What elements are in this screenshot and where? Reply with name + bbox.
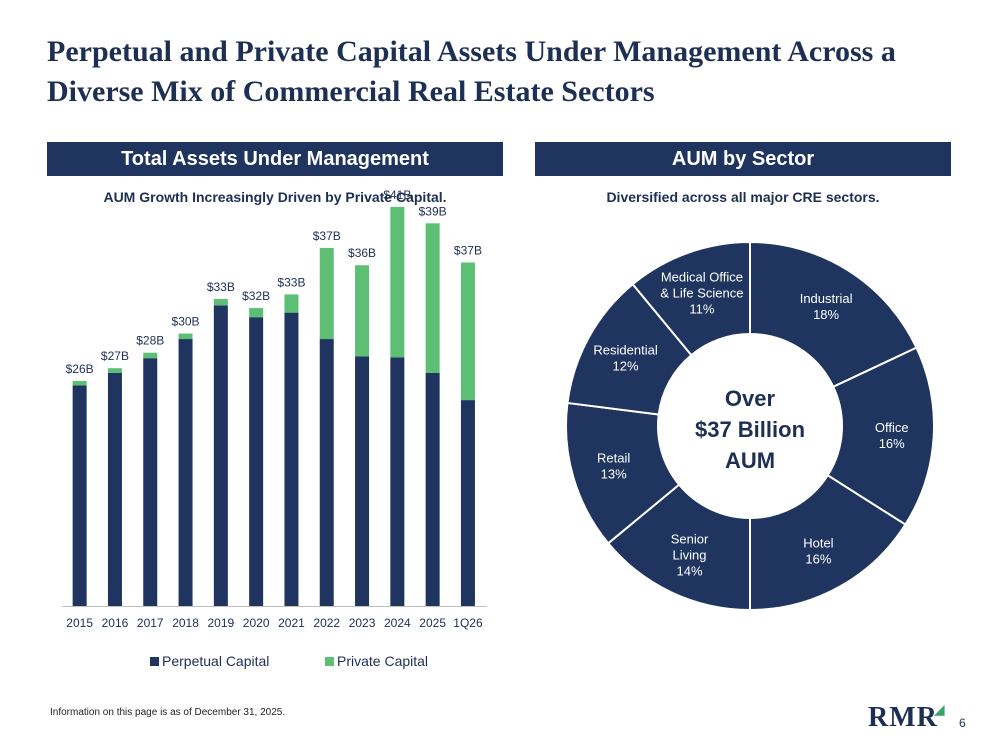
slice-label-3: Senior bbox=[671, 531, 709, 546]
logo-accent-icon: ◢ bbox=[933, 703, 946, 718]
slice-label-2: Hotel bbox=[803, 535, 833, 550]
page-title: Perpetual and Private Capital Assets Und… bbox=[47, 35, 896, 108]
donut-slice-0 bbox=[749, 240, 918, 389]
total-label-2018: $30B bbox=[172, 315, 200, 329]
total-label-2021: $33B bbox=[277, 275, 305, 289]
x-tick-2025: 2025 bbox=[419, 616, 446, 630]
slice-pct-6: 11% bbox=[689, 301, 714, 316]
slice-pct-4: 13% bbox=[601, 467, 627, 482]
x-tick-2019: 2019 bbox=[207, 616, 234, 630]
private-bar-2020 bbox=[249, 308, 264, 318]
x-tick-2023: 2023 bbox=[349, 616, 376, 630]
total-label-2024: $41B bbox=[383, 188, 411, 202]
aum-subtitle: AUM Growth Increasingly Driven by Privat… bbox=[103, 189, 447, 205]
x-tick-2016: 2016 bbox=[102, 616, 129, 630]
private-bar-1Q26 bbox=[460, 262, 475, 401]
x-tick-2018: 2018 bbox=[172, 616, 199, 630]
donut-center-text-0: Over bbox=[725, 386, 776, 411]
private-bar-2016 bbox=[107, 368, 122, 373]
slice-label-0: Industrial bbox=[800, 291, 853, 306]
slice-pct-2: 16% bbox=[805, 551, 831, 566]
total-label-2020: $32B bbox=[242, 289, 270, 303]
donut-center-text-1: $37 Billion bbox=[695, 417, 805, 442]
slice-label-6: Medical Office bbox=[661, 269, 743, 284]
page-number: 6 bbox=[959, 716, 966, 730]
perpetual-bar-2025 bbox=[425, 372, 440, 606]
total-label-2025: $39B bbox=[419, 204, 447, 218]
slice-label-4: Retail bbox=[597, 451, 630, 466]
donut-slice-1 bbox=[826, 346, 935, 526]
perpetual-bar-2015 bbox=[72, 385, 87, 606]
perpetual-bar-2016 bbox=[107, 372, 122, 606]
private-bar-2019 bbox=[213, 298, 228, 306]
total-label-1Q26: $37B bbox=[454, 244, 482, 258]
private-bar-2015 bbox=[72, 380, 87, 386]
perpetual-bar-2021 bbox=[284, 312, 299, 606]
footnote: Information on this page is as of Decemb… bbox=[50, 707, 286, 718]
total-label-2023: $36B bbox=[348, 246, 376, 260]
legend-swatch-1 bbox=[325, 657, 334, 666]
perpetual-bar-2017 bbox=[143, 358, 158, 606]
total-label-2016: $27B bbox=[101, 349, 129, 363]
legend-swatch-0 bbox=[150, 657, 159, 666]
total-label-2022: $37B bbox=[313, 229, 341, 243]
perpetual-bar-2023 bbox=[355, 356, 370, 606]
private-bar-2023 bbox=[355, 265, 370, 357]
total-label-2017: $28B bbox=[136, 334, 164, 348]
private-bar-2018 bbox=[178, 333, 193, 340]
private-bar-2022 bbox=[319, 247, 334, 340]
perpetual-bar-1Q26 bbox=[460, 400, 475, 606]
slice-pct-5: 12% bbox=[613, 359, 639, 374]
donut-slice-6 bbox=[631, 240, 751, 357]
donut-slice-2 bbox=[749, 473, 907, 612]
slice-pct-3: 14% bbox=[677, 563, 703, 578]
private-bar-2017 bbox=[143, 352, 158, 359]
aum-panel-header: Total Assets Under Management bbox=[47, 142, 503, 176]
x-tick-2015: 2015 bbox=[66, 616, 93, 630]
sector-subtitle: Diversified across all major CRE sectors… bbox=[606, 189, 880, 205]
slice-label-1: Office bbox=[875, 420, 909, 435]
x-tick-2021: 2021 bbox=[278, 616, 305, 630]
private-bar-2025 bbox=[425, 223, 440, 373]
total-label-2015: $26B bbox=[66, 362, 94, 376]
perpetual-bar-2020 bbox=[249, 317, 264, 606]
x-tick-2020: 2020 bbox=[243, 616, 270, 630]
rmr-logo: RMR◢ bbox=[868, 702, 946, 733]
x-tick-2017: 2017 bbox=[137, 616, 164, 630]
perpetual-bar-2018 bbox=[178, 339, 193, 606]
x-tick-2024: 2024 bbox=[384, 616, 411, 630]
total-label-2019: $33B bbox=[207, 280, 235, 294]
sector-panel-header: AUM by Sector bbox=[535, 142, 951, 176]
slice-label-3: Living bbox=[673, 547, 707, 562]
legend-label-1: Private Capital bbox=[337, 653, 428, 669]
slice-pct-1: 16% bbox=[879, 436, 905, 451]
x-tick-1Q26: 1Q26 bbox=[453, 616, 483, 630]
slice-pct-0: 18% bbox=[813, 307, 839, 322]
perpetual-bar-2019 bbox=[213, 305, 228, 606]
private-bar-2024 bbox=[390, 206, 405, 358]
slice-label-5: Residential bbox=[593, 343, 657, 358]
legend-label-0: Perpetual Capital bbox=[162, 653, 269, 669]
perpetual-bar-2024 bbox=[390, 357, 405, 606]
donut-center-text-2: AUM bbox=[725, 448, 775, 473]
slice-label-6: & Life Science bbox=[660, 285, 743, 300]
private-bar-2021 bbox=[284, 294, 299, 313]
perpetual-bar-2022 bbox=[319, 339, 334, 606]
x-tick-2022: 2022 bbox=[313, 616, 340, 630]
